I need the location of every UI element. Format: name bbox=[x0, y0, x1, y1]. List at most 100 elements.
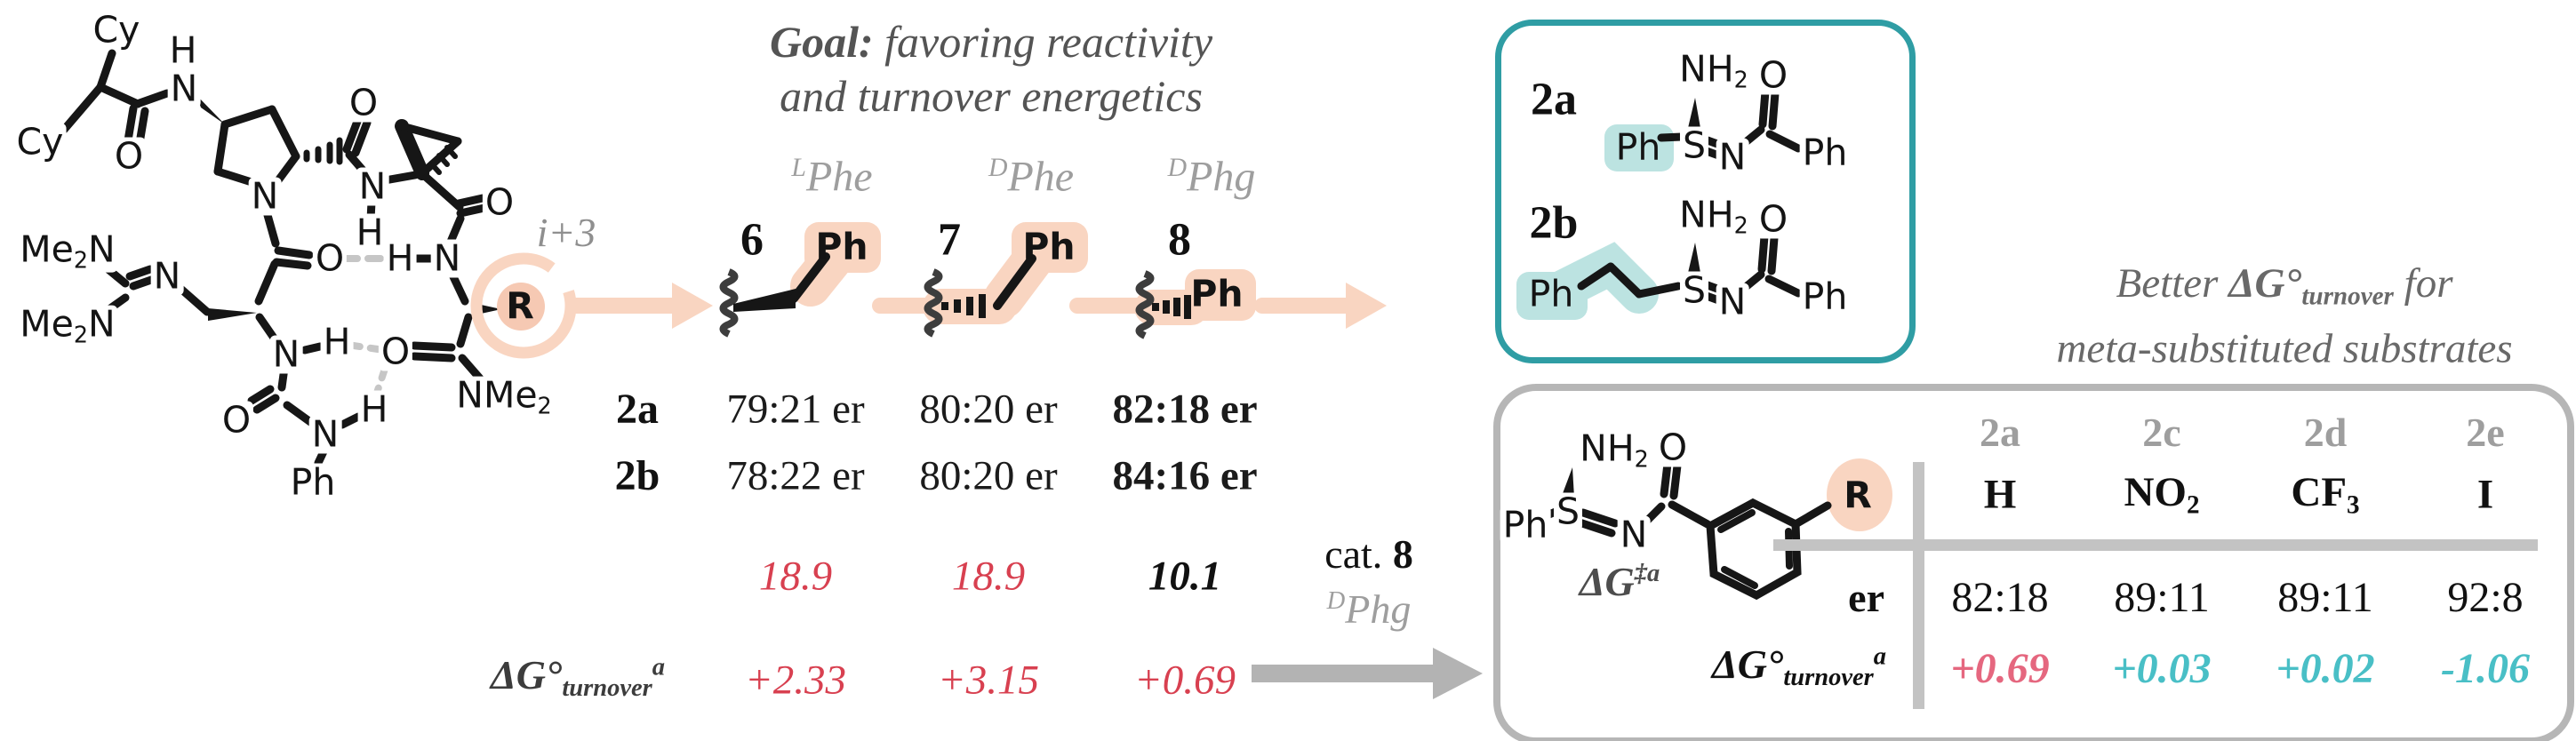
screen-row-label-2b: 2b bbox=[614, 451, 660, 499]
er-value-2a-0: 79:21 er bbox=[726, 386, 865, 433]
results-col-header-2a: 2a bbox=[1980, 409, 2020, 455]
atom-label-peptide-18: O bbox=[378, 332, 413, 371]
barrier-value-1: 18.9 bbox=[951, 553, 1026, 600]
er-value-2a-1: 80:20 er bbox=[919, 386, 1058, 433]
barrier-value-0: 18.9 bbox=[758, 553, 833, 600]
fragment-ph-label-1: Ph bbox=[1022, 225, 1076, 268]
turnover-value-0: +2.33 bbox=[745, 657, 846, 704]
atom-label-box-2: Ph bbox=[1615, 125, 1661, 169]
catalyst-number-7: 7 bbox=[938, 214, 961, 266]
atom-label-peptide-16: N bbox=[269, 335, 303, 374]
er-value-2b-1: 80:20 er bbox=[919, 452, 1058, 499]
er-value-2a-2: 82:18 er bbox=[1112, 386, 1258, 433]
fragment-ph-label-0: Ph bbox=[815, 225, 868, 268]
atom-label-peptide-0: Cy bbox=[90, 11, 143, 50]
atom-label-peptide-14: Me2N bbox=[17, 305, 118, 347]
atom-label-box-12: O bbox=[1756, 200, 1791, 239]
atom-label-peptide-7: N bbox=[356, 167, 389, 206]
residue-header-1: DPhe bbox=[988, 153, 1075, 201]
results-table-horizontal-rule bbox=[1773, 539, 2538, 551]
atom-label-peptide-22: H bbox=[357, 390, 391, 429]
catalyst-number-8: 8 bbox=[1168, 214, 1191, 266]
atom-label-substrate-0: Ph bbox=[1500, 506, 1551, 545]
cat8-prefix: cat. bbox=[1324, 530, 1393, 577]
turnover-value-1: +3.15 bbox=[938, 657, 1039, 704]
residue-header-0: LPhe bbox=[791, 153, 873, 201]
atom-label-substrate-4: O bbox=[1655, 428, 1691, 467]
fragment-6 bbox=[724, 222, 881, 334]
atom-label-box-6: O bbox=[1756, 56, 1791, 95]
substrate-2ab-box bbox=[1495, 20, 1916, 363]
atom-label-peptide-15: N bbox=[150, 257, 184, 296]
results-er-value-1: 89:11 bbox=[2114, 573, 2210, 621]
atom-label-box-5: N bbox=[1716, 138, 1749, 177]
atom-label-box-13: Ph bbox=[1799, 277, 1851, 316]
peptide-structure bbox=[60, 49, 501, 467]
results-turnover-value-2: +0.02 bbox=[2276, 644, 2375, 692]
results-box bbox=[1493, 384, 2574, 741]
goal-title-line2: and turnover energetics bbox=[780, 70, 1203, 121]
cat8-residue: DPhg bbox=[1326, 586, 1412, 632]
atom-label-substrate-3: N bbox=[1617, 515, 1651, 554]
i3-annotation: i+3 bbox=[536, 209, 596, 255]
turnover-value-2: +0.69 bbox=[1134, 657, 1236, 704]
results-turnover-value-0: +0.69 bbox=[1950, 644, 2050, 692]
atom-label-peptide-13: Me2N bbox=[17, 230, 118, 273]
atom-label-substrate-1: S bbox=[1553, 492, 1583, 531]
barrier-value-2: 10.1 bbox=[1148, 553, 1222, 600]
atom-label-peptide-6: O bbox=[346, 84, 381, 123]
goal-bold: Goal: bbox=[769, 16, 874, 67]
atom-label-peptide-20: O bbox=[219, 401, 254, 440]
results-r-value-3: I bbox=[2476, 471, 2494, 518]
atom-label-peptide-24: R bbox=[506, 284, 534, 328]
atom-label-peptide-8: H bbox=[353, 213, 387, 252]
atom-label-peptide-2: H bbox=[166, 31, 200, 70]
results-r-value-0: H bbox=[1983, 471, 2017, 518]
results-turnover-value-3: -1.06 bbox=[2441, 644, 2530, 692]
atom-label-box-9: NH2 bbox=[1676, 195, 1751, 238]
atom-label-box-8: Ph bbox=[1528, 272, 1574, 315]
better-headline-line2: meta-substituted substrates bbox=[2056, 325, 2513, 372]
atom-label-box-11: N bbox=[1716, 283, 1749, 322]
atom-label-box-4: S bbox=[1679, 126, 1709, 165]
results-table-vertical-rule bbox=[1913, 462, 1924, 709]
atom-label-peptide-5: N bbox=[248, 177, 282, 216]
atom-label-peptide-17: H bbox=[320, 323, 354, 362]
atom-label-box-3: NH2 bbox=[1676, 50, 1751, 92]
results-col-header-2d: 2d bbox=[2303, 409, 2348, 455]
meta-substrate-structure bbox=[1540, 458, 1892, 601]
results-turnover-value-1: +0.03 bbox=[2112, 644, 2212, 692]
results-er-value-0: 82:18 bbox=[1951, 573, 2049, 621]
screen-row-label-2a: 2a bbox=[616, 385, 659, 433]
goal-rest: favoring reactivity bbox=[873, 16, 1213, 67]
atom-label-substrate-2: NH2 bbox=[1577, 429, 1652, 472]
atom-label-peptide-23: Ph bbox=[287, 463, 339, 502]
goal-title-line1: Goal: favoring reactivity bbox=[770, 19, 1212, 66]
atom-label-box-10: S bbox=[1679, 271, 1709, 310]
atom-label-peptide-4: O bbox=[111, 137, 147, 176]
substrate-id-1: 2b bbox=[1529, 197, 1579, 249]
atom-label-peptide-21: N bbox=[308, 415, 342, 454]
results-r-value-2: CF3 bbox=[2291, 469, 2360, 520]
atom-label-box-7: Ph bbox=[1799, 133, 1851, 172]
cat8-arrow bbox=[1252, 648, 1483, 699]
catalyst-number-6: 6 bbox=[740, 214, 764, 266]
atom-label-substrate-5: R bbox=[1844, 474, 1872, 517]
results-col-header-2e: 2e bbox=[2466, 409, 2505, 455]
fragment-8 bbox=[1134, 269, 1256, 336]
results-col-header-2c: 2c bbox=[2142, 409, 2181, 455]
substrate-id-0: 2a bbox=[1531, 74, 1577, 125]
cat8-id: 8 bbox=[1392, 530, 1413, 577]
atom-label-peptide-1: Cy bbox=[13, 123, 67, 162]
results-er-label: er bbox=[1848, 574, 1884, 620]
er-value-2b-0: 78:22 er bbox=[726, 452, 865, 499]
fragment-ph-label-2: Ph bbox=[1190, 272, 1244, 315]
results-dg-barrier-label: ΔG‡a bbox=[1579, 558, 1660, 604]
results-r-value-1: NO2 bbox=[2124, 469, 2200, 520]
results-er-value-3: 92:8 bbox=[2447, 573, 2524, 621]
fragment-7 bbox=[923, 222, 1088, 334]
residue-header-2: DPhg bbox=[1167, 153, 1256, 201]
results-turnover-label: ΔG°turnovera bbox=[1711, 641, 1886, 692]
atom-label-peptide-19: NMe2 bbox=[453, 376, 555, 418]
